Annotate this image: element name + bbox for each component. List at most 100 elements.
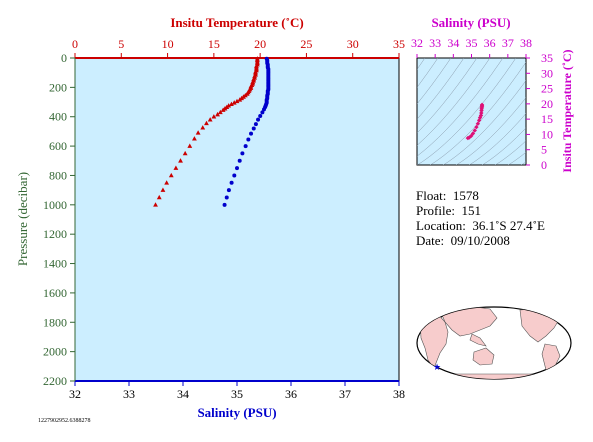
temperature-point <box>195 130 201 135</box>
ts-temperature-tick-label: 35 <box>541 51 553 65</box>
density-contour <box>442 80 526 165</box>
ts-point <box>465 135 471 141</box>
footnote: 1227902952.6388278 <box>38 418 91 424</box>
float-location-marker: ★ <box>433 362 441 372</box>
map-africa-europe <box>419 311 449 369</box>
pressure-tick-label: 200 <box>49 80 67 94</box>
ts-point <box>472 128 477 133</box>
ts-salinity-tick-label: 32 <box>411 36 423 50</box>
salinity-point <box>240 151 245 156</box>
map-asia <box>439 307 498 337</box>
salinity-tick-label: 38 <box>393 387 405 401</box>
salinity-point <box>243 144 248 149</box>
density-contour <box>507 151 526 165</box>
float-label: Float: <box>416 188 447 203</box>
pressure-tick-label: 600 <box>49 139 67 153</box>
temperature-tick-label: 35 <box>393 37 405 51</box>
ts-point <box>479 108 484 113</box>
density-contour <box>417 58 426 70</box>
profile-value: 151 <box>461 203 482 218</box>
ts-temperature-tick-label: 30 <box>541 66 553 80</box>
pressure-tick-label: 2000 <box>43 345 67 359</box>
density-contour <box>417 58 465 120</box>
salinity-point <box>232 173 237 178</box>
temperature-point <box>220 107 226 112</box>
pressure-tick-label: 800 <box>49 168 67 182</box>
temperature-point <box>153 202 158 207</box>
temperature-point <box>231 100 237 105</box>
temperature-tick-label: 10 <box>162 37 174 51</box>
temperature-point <box>211 114 217 119</box>
temperature-tick-label: 20 <box>254 37 266 51</box>
salinity-tick-label: 33 <box>123 387 135 401</box>
ts-salinity-tick-label: 34 <box>447 36 459 50</box>
temperature-axis-title: Insitu Temperature (˚C) <box>170 15 303 30</box>
density-contour <box>417 58 452 105</box>
pressure-tick-label: 1400 <box>43 257 67 271</box>
ts-temperature-tick-label: 15 <box>541 112 553 126</box>
salinity-point <box>262 107 266 112</box>
ts-temperature-tick-label: 20 <box>541 97 553 111</box>
ts-temperature-axis-title: Insitu Temperature (˚C) <box>560 49 574 172</box>
ts-salinity-tick-label: 37 <box>502 36 514 50</box>
temperature-point <box>200 125 206 130</box>
temperature-tick-label: 15 <box>208 37 220 51</box>
ts-salinity-tick-label: 38 <box>520 36 532 50</box>
pressure-tick-label: 1800 <box>43 315 67 329</box>
salinity-tick-label: 34 <box>177 387 189 401</box>
density-contour <box>417 58 504 157</box>
map-southeast-asia <box>469 333 487 347</box>
temperature-point <box>215 111 220 117</box>
temperature-point <box>156 194 162 200</box>
ts-salinity-axis-title: Salinity (PSU) <box>431 15 510 30</box>
profile-plot-area <box>74 57 400 382</box>
salinity-point <box>235 166 239 171</box>
temperature-point <box>178 158 183 163</box>
date-value: 09/10/2008 <box>450 233 510 248</box>
salinity-point <box>237 158 242 163</box>
temperature-point <box>217 109 223 115</box>
salinity-point <box>222 202 227 207</box>
ts-point <box>474 124 479 130</box>
ts-salinity-tick-label: 35 <box>466 36 478 50</box>
density-contour <box>468 113 526 165</box>
location-label: Location: <box>416 218 466 233</box>
ts-salinity-tick-label: 36 <box>484 36 496 50</box>
float-value: 1578 <box>452 188 479 203</box>
density-contour <box>455 97 526 165</box>
temperature-point <box>207 117 213 122</box>
temperature-tick-label: 5 <box>118 37 124 51</box>
temperature-point <box>229 101 234 107</box>
salinity-axis-title: Salinity (PSU) <box>197 405 276 420</box>
map-australia <box>472 347 495 366</box>
salinity-point <box>226 188 231 193</box>
profile-chart: 0 5 10 15 20 25 30 35 32 33 34 35 36 37 38 0 200 400 600 80… <box>15 15 405 420</box>
ts-point <box>475 121 481 126</box>
ts-salinity-tick-label: 33 <box>429 36 441 50</box>
pressure-tick-label: 0 <box>61 51 67 65</box>
temperature-point <box>237 97 243 102</box>
pressure-tick-label: 2200 <box>43 374 67 388</box>
salinity-tick-label: 37 <box>339 387 351 401</box>
temperature-point <box>187 143 193 148</box>
date-label: Date: <box>416 233 445 248</box>
info-location: Location: 36.1˚S 27.4˚E <box>416 218 545 234</box>
temperature-point <box>234 98 240 104</box>
temperature-point <box>164 180 170 185</box>
pressure-tick-label: 1000 <box>43 198 67 212</box>
temperature-tick-label: 25 <box>300 37 312 51</box>
world-map: ★ <box>416 306 572 380</box>
pressure-axis-title: Pressure (decibar) <box>15 172 30 266</box>
density-contour <box>417 58 517 165</box>
profile-label: Profile: <box>416 203 455 218</box>
info-profile: Profile: 151 <box>416 203 481 219</box>
location-value: 36.1˚S 27.4˚E <box>472 218 545 233</box>
salinity-point <box>256 117 261 122</box>
temperature-point <box>182 150 188 156</box>
ts-point <box>476 118 482 123</box>
density-contour <box>494 140 526 165</box>
salinity-point <box>246 137 251 142</box>
info-date: Date: 09/10/2008 <box>416 233 510 249</box>
temperature-point <box>173 165 179 170</box>
salinity-point <box>253 122 258 127</box>
